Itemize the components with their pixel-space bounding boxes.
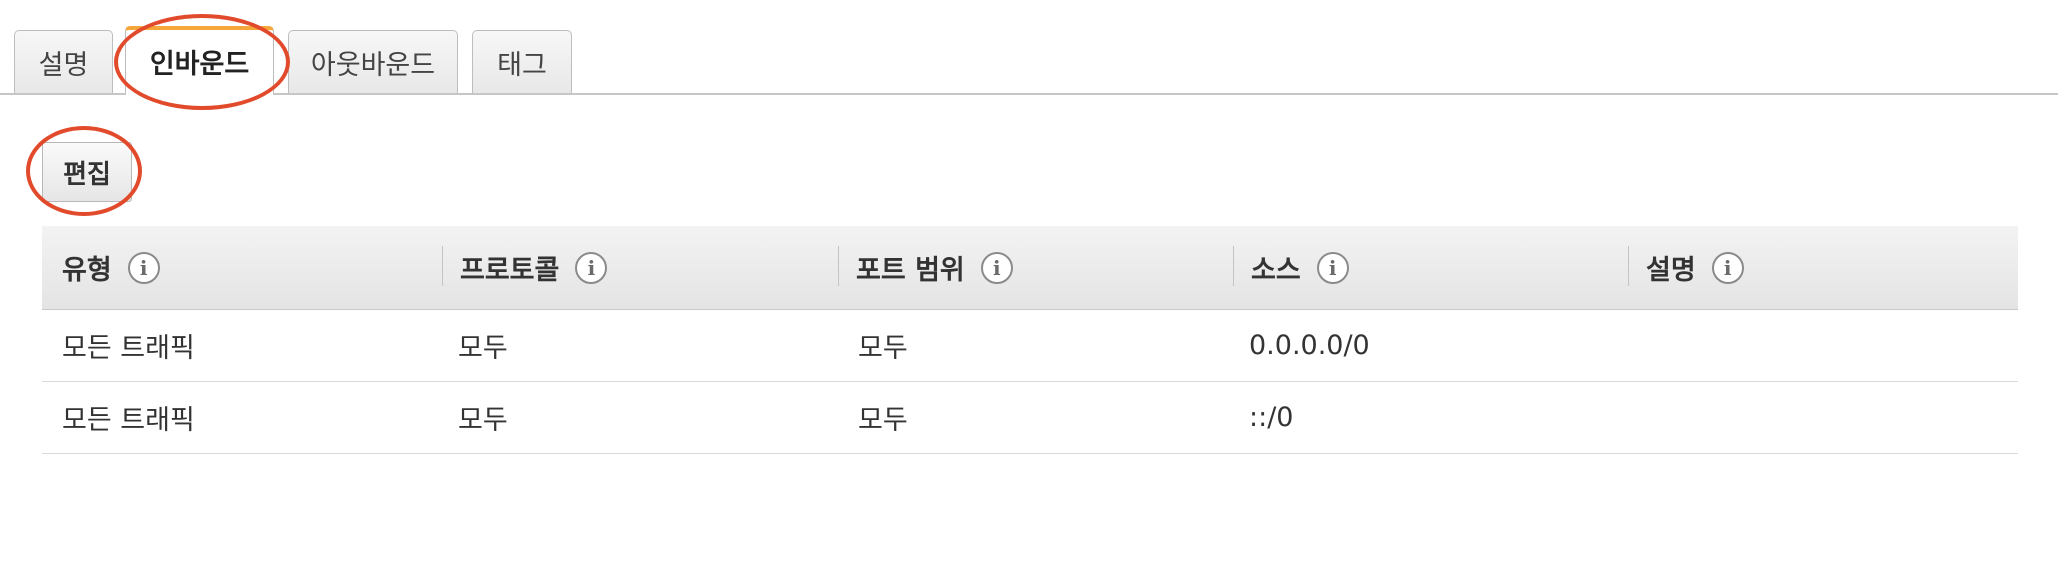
column-divider: [1628, 246, 1629, 286]
tab-description[interactable]: 설명: [14, 30, 113, 93]
info-icon[interactable]: i: [980, 251, 1013, 284]
cell-protocol: 모두: [458, 405, 508, 436]
column-header-label: 소스: [1251, 255, 1301, 286]
column-divider: [838, 246, 839, 286]
cell-type: 모든 트래픽: [62, 333, 195, 364]
info-icon[interactable]: i: [127, 251, 160, 284]
column-header-protocol: 프로토콜 i: [442, 226, 608, 309]
table-header: 유형 i 프로토콜 i 포트 범위 i 소스 i 설명 i: [42, 226, 2018, 310]
column-header-label: 포트 범위: [856, 255, 965, 286]
cell-port-range: 모두: [858, 405, 908, 436]
tab-bar: 설명 인바운드 아웃바운드 태그: [0, 0, 2058, 96]
column-header-source: 소스 i: [1233, 226, 1349, 309]
cell-port-range: 모두: [858, 333, 908, 364]
column-header-label: 설명: [1646, 255, 1696, 286]
table-row: 모든 트래픽 모두 모두 ::/0: [42, 382, 2018, 454]
column-header-port-range: 포트 범위 i: [838, 226, 1013, 309]
cell-protocol: 모두: [458, 333, 508, 364]
column-header-type: 유형 i: [62, 226, 160, 309]
table-row: 모든 트래픽 모두 모두 0.0.0.0/0: [42, 310, 2018, 382]
column-divider: [1233, 246, 1234, 286]
info-icon[interactable]: i: [1316, 251, 1349, 284]
column-header-description: 설명 i: [1628, 226, 1744, 309]
cell-source: 0.0.0.0/0: [1249, 330, 1370, 361]
tab-outbound[interactable]: 아웃바운드: [288, 30, 458, 93]
info-icon[interactable]: i: [1711, 251, 1744, 284]
inbound-rules-table: 유형 i 프로토콜 i 포트 범위 i 소스 i 설명 i: [42, 226, 2018, 454]
column-divider: [442, 246, 443, 286]
column-header-label: 유형: [62, 255, 112, 286]
edit-button[interactable]: 편집: [42, 142, 132, 202]
tab-tags[interactable]: 태그: [472, 30, 572, 93]
cell-type: 모든 트래픽: [62, 405, 195, 436]
cell-source: ::/0: [1249, 402, 1294, 433]
column-header-label: 프로토콜: [460, 255, 560, 286]
tab-inbound[interactable]: 인바운드: [125, 26, 274, 96]
info-icon[interactable]: i: [575, 251, 608, 284]
